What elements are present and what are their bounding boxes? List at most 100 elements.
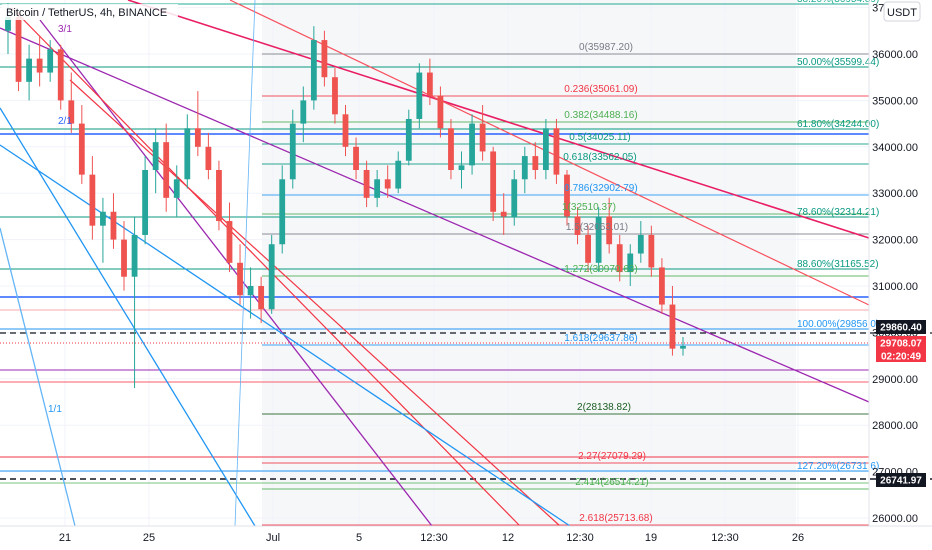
fib-extension-label: 2.414(26514.21) (575, 477, 648, 488)
candle-body (395, 160, 402, 189)
candle-body (216, 170, 222, 222)
candle-body (627, 253, 634, 273)
candle-body (680, 345, 686, 349)
price-tick-label: 32000.00 (872, 235, 918, 247)
time-tick-label: 5 (356, 532, 362, 544)
candle-body (226, 221, 233, 263)
candle-body (121, 239, 127, 277)
fibonacci-labels-layer: 38.20%(36954.89) 50.00%(35599.44) 61.80%(3… (562, 0, 879, 524)
gann-fan-line (0, 227, 76, 527)
gann-labels-layer: 3/1 2/1 1/1 (48, 24, 72, 415)
time-tick-label: Jul (266, 532, 280, 544)
candle-body (15, 16, 22, 82)
candle-body (321, 40, 328, 78)
price-tick-label: 34000.00 (872, 142, 918, 154)
candle-body (100, 211, 106, 226)
price-tick-label: 36000.00 (872, 49, 918, 61)
candle-body (511, 179, 518, 217)
time-tick-label: 12:30 (711, 532, 739, 544)
gann-fan-line (11, 7, 521, 527)
candle-body (384, 179, 391, 189)
time-tick-label: 26 (792, 532, 804, 544)
candle-body (184, 128, 191, 180)
fibonacci-lines-layer (0, 3, 932, 526)
price-tags-layer: 29860.40 29708.07 02:20:49 26741.97 (876, 320, 926, 487)
price-axis[interactable] (869, 0, 932, 526)
time-tick-label: 19 (645, 532, 657, 544)
price-tag-background (876, 336, 926, 349)
gann-fan-line (69, 79, 561, 527)
candle-body (5, 16, 11, 31)
candle-body (500, 211, 507, 217)
gann-trendline-purple (0, 27, 870, 403)
fib-extension-label: 0.618(33562.05) (563, 152, 636, 163)
price-tick-label: 28000.00 (872, 420, 918, 432)
candle-body (426, 72, 433, 96)
candle-body (258, 286, 265, 310)
fib-extension-label: 1.5(32063.01) (566, 222, 628, 233)
candle-body (163, 142, 170, 198)
time-axis-labels: 21 25 Jul 5 12:30 12 12:30 19 12:30 26 (59, 532, 804, 544)
candle-body (89, 174, 96, 226)
candle-body (110, 211, 117, 240)
fib-retracement-label: 50.00%(35599.44) (797, 57, 879, 68)
price-tick-label: 33000.00 (872, 188, 918, 200)
gann-fan-line (0, 107, 256, 527)
price-tag-background (876, 320, 926, 334)
candle-body (553, 128, 560, 175)
candle-body (374, 179, 381, 198)
gann-ratio-label: 3/1 (58, 24, 72, 35)
time-tick-label: 25 (143, 532, 155, 544)
fib-extension-label: 0.382(34488.16) (564, 110, 637, 121)
time-axis[interactable] (0, 527, 869, 550)
candle-body (247, 286, 254, 296)
candle-body (300, 100, 307, 124)
currency-button-frame (883, 1, 921, 22)
time-tick-label: 12:30 (566, 532, 594, 544)
time-tick-label: 12 (502, 532, 514, 544)
fib-extension-label: 0(35987.20) (579, 42, 633, 53)
candle-body (78, 123, 85, 175)
time-tick-label: 12:30 (420, 532, 448, 544)
candle-body (585, 234, 591, 263)
price-tag-label: 26741.97 (880, 476, 922, 487)
candle-body (606, 216, 613, 245)
fib-extension-label: 2(28138.82) (577, 402, 631, 413)
candles-layer (5, 2, 686, 389)
candle-body (268, 244, 275, 310)
fib-extension-label: 1.618(29637.86) (564, 333, 637, 344)
candle-body (405, 118, 412, 161)
candle-body (289, 123, 296, 180)
descending-channel-trendline (229, 0, 870, 306)
fib-retracement-label: 127.20%(26731.6) (797, 461, 879, 472)
fib-extension-label: 1(32510.37) (562, 202, 616, 213)
trend-lines-layer (0, 0, 870, 527)
candle-body (57, 49, 64, 101)
candle-body (458, 165, 465, 170)
candle-body (574, 216, 581, 235)
fib-extension-label: 2.618(25713.68) (579, 513, 652, 524)
candle-body (131, 234, 138, 277)
candle-body (363, 170, 370, 198)
candle-body (616, 244, 623, 273)
vertical-guide-line (234, 0, 256, 527)
candle-body (542, 128, 549, 170)
currency-label: USDT (887, 7, 917, 19)
fib-retracement-label: 78.60%(32314.21) (797, 207, 879, 218)
price-tick-label: 29000.00 (872, 374, 918, 386)
candle-body (521, 156, 528, 180)
candle-body (205, 146, 212, 170)
candle-body (68, 100, 75, 124)
price-tag-label: 02:20:49 (881, 352, 921, 363)
price-tag-background (876, 349, 926, 362)
candle-body (659, 267, 665, 305)
fib-retracement-label: 100.00%(29856.0) (797, 319, 879, 330)
candle-body (532, 156, 539, 170)
candle-body (237, 262, 243, 296)
price-tag-label: 29708.07 (880, 339, 922, 350)
price-tick-label: 31000.00 (872, 281, 918, 293)
candle-body (669, 304, 676, 349)
currency-button[interactable]: USDT (883, 1, 921, 22)
fib-extension-label: 0.236(35061.09) (564, 84, 637, 95)
